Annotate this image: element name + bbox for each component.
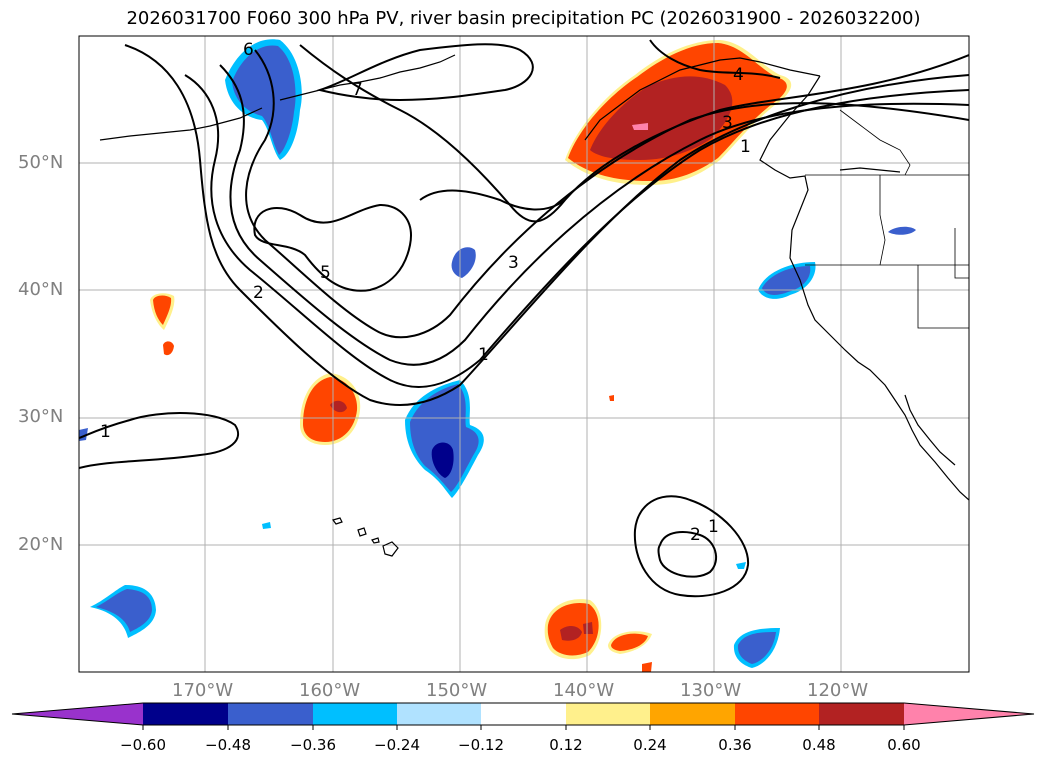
colorbar-tick-label: 0.60: [887, 736, 921, 754]
coastlines: [99, 54, 969, 557]
lat-label: 30°N: [18, 406, 64, 427]
contour-label: 3: [722, 113, 733, 133]
lat-label: 40°N: [18, 279, 64, 300]
colorbar-segment: [397, 703, 481, 725]
colorbar-tick-label: 0.48: [802, 736, 836, 754]
colorbar-tick-label: −0.12: [458, 736, 504, 754]
colorbar: [11, 702, 1035, 730]
lon-label: 140°W: [553, 680, 615, 701]
colorbar-tick-label: −0.48: [205, 736, 251, 754]
contour-labels: 7 6 5 4 3 2 1 1 1 2 1 3: [100, 40, 751, 545]
colorbar-segment: [143, 703, 228, 725]
contour-label: 2: [253, 283, 264, 303]
map-frame: [78, 35, 970, 673]
lon-label: 160°W: [299, 680, 361, 701]
contour-label: 1: [478, 345, 489, 365]
colorbar-segment: [819, 703, 904, 725]
colorbar-tick-label: −0.24: [374, 736, 420, 754]
colorbar-segment: [228, 703, 313, 725]
contour-label: 1: [708, 517, 719, 537]
contour-label: 5: [320, 263, 331, 283]
colorbar-segment: [650, 703, 735, 725]
colorbar-extend-high: [904, 703, 1034, 725]
contour-label: 6: [243, 40, 254, 60]
map-title: 2026031700 F060 300 hPa PV, river basin …: [126, 8, 921, 29]
lon-label: 130°W: [680, 680, 742, 701]
pv-contours: [79, 39, 969, 598]
colorbar-tick-label: −0.36: [290, 736, 336, 754]
colorbar-tick-label: 0.24: [633, 736, 667, 754]
contour-label: 2: [690, 525, 701, 545]
colorbar-tick-label: −0.60: [120, 736, 166, 754]
contour-label: 3: [508, 253, 519, 273]
contour-label: 1: [740, 137, 751, 157]
colorbar-segment: [566, 703, 650, 725]
lat-label: 20°N: [18, 534, 64, 555]
colorbar-segment: [481, 703, 566, 725]
graticule: [79, 36, 969, 672]
negative-precip-areas: [79, 39, 916, 668]
lon-label: 170°W: [172, 680, 234, 701]
colorbar-segment: [735, 703, 819, 725]
colorbar-tick-label: 0.12: [549, 736, 583, 754]
colorbar-tick-label: 0.36: [718, 736, 752, 754]
positive-precip-areas: [150, 40, 792, 672]
colorbar-extend-low: [12, 703, 143, 725]
contour-label: 4: [733, 65, 744, 85]
contour-label: 7: [352, 80, 363, 100]
lat-label: 50°N: [18, 152, 64, 173]
contour-label: 1: [100, 422, 111, 442]
lon-label: 150°W: [426, 680, 488, 701]
political-borders: [805, 109, 969, 329]
lon-label: 120°W: [807, 680, 869, 701]
colorbar-segment: [313, 703, 397, 725]
